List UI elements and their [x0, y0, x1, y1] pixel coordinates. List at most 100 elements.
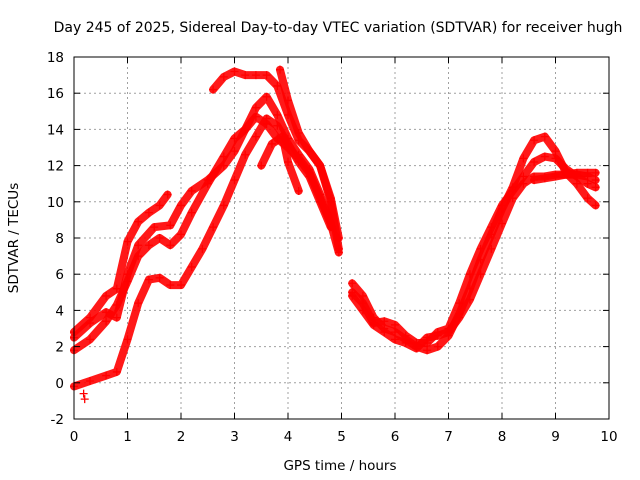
data-point-track-b [187, 186, 196, 195]
data-point-track-i [380, 317, 389, 326]
data-point-track-d [123, 237, 132, 246]
data-point-track-f [267, 139, 276, 148]
data-point-track-c [112, 367, 121, 376]
data-point-track-c [134, 299, 143, 308]
data-point-track-j [348, 291, 357, 300]
data-point-track-i [391, 320, 399, 329]
y-tick-label: 16 [47, 86, 64, 102]
data-point-track-k [562, 170, 571, 179]
y-tick-label: 12 [47, 159, 64, 175]
data-point-track-c [316, 197, 325, 206]
x-axis-label: GPS time / hours [283, 458, 396, 474]
data-point-track-c [241, 150, 250, 159]
data-point-track-b [150, 223, 159, 232]
data-point-track-e [209, 85, 218, 94]
data-point-track-c [102, 371, 111, 380]
data-point-track-e [251, 71, 260, 80]
data-point-track-j [487, 244, 496, 253]
data-point-track-b [273, 110, 282, 119]
data-point-track-j [591, 176, 600, 185]
data-point-track-a [177, 230, 185, 239]
data-point-track-i [455, 299, 464, 308]
data-point-track-h [348, 279, 357, 288]
data-point-track-d [112, 284, 121, 293]
y-axis-label: SDTVAR / TECUs [6, 183, 22, 293]
data-point-track-j [358, 306, 367, 315]
data-point-track-k [530, 176, 539, 185]
data-point-track-d [163, 190, 172, 199]
series-track-c [70, 114, 335, 391]
data-point-track-h [583, 194, 592, 203]
data-point-track-b [219, 161, 228, 170]
data-point-track-j [498, 219, 506, 228]
x-tick-label: 3 [230, 429, 239, 445]
data-point-track-b [112, 313, 121, 322]
data-point-track-b [166, 221, 175, 230]
y-tick-label: 4 [55, 303, 64, 319]
data-point-track-b [102, 308, 111, 317]
data-point-track-g [305, 147, 314, 156]
data-point-track-e [262, 71, 271, 80]
data-point-track-c [155, 273, 164, 282]
data-point-track-c [198, 244, 207, 253]
x-tick-label: 5 [337, 429, 346, 445]
data-point-track-b [251, 103, 260, 112]
data-point-track-i [401, 331, 410, 340]
data-point-track-c [230, 176, 239, 185]
outlier-point [79, 389, 88, 398]
data-point-track-f [278, 132, 287, 141]
data-point-track-e [334, 244, 343, 253]
data-point-track-i [476, 244, 485, 253]
data-point-track-j [508, 194, 517, 203]
chart-title: Day 245 of 2025, Sidereal Day-to-day VTE… [54, 20, 623, 36]
data-point-track-k [583, 168, 592, 177]
series-track-h [348, 132, 600, 355]
data-point-track-i [540, 152, 549, 161]
data-point-track-j [444, 328, 453, 337]
data-point-track-h [433, 342, 442, 351]
data-point-track-b [123, 270, 132, 279]
data-point-track-h [530, 136, 539, 145]
data-point-track-c [86, 376, 95, 385]
x-tick-label: 0 [70, 429, 79, 445]
data-point-track-c [123, 335, 132, 344]
x-tick-label: 6 [391, 429, 400, 445]
data-point-track-j [401, 338, 410, 347]
data-point-track-i [591, 183, 600, 192]
data-point-track-c [294, 157, 303, 166]
data-point-track-c [262, 114, 271, 123]
data-point-track-c [144, 275, 153, 284]
data-point-track-j [391, 335, 399, 344]
data-point-track-c [209, 223, 218, 232]
y-tick-label: 2 [55, 340, 64, 356]
x-tick-label: 7 [444, 429, 453, 445]
x-tick-label: 1 [123, 429, 132, 445]
data-point-track-e [241, 71, 250, 80]
data-point-track-j [369, 320, 378, 329]
y-tick-label: 18 [47, 50, 64, 66]
data-point-track-k [540, 174, 549, 183]
x-tick-label: 4 [284, 429, 293, 445]
data-point-track-b [241, 125, 250, 134]
data-point-track-g [284, 96, 292, 105]
data-point-track-k [591, 168, 600, 177]
data-point-track-d [144, 208, 153, 217]
y-tick-label: 8 [55, 231, 64, 247]
data-point-track-j [465, 295, 474, 304]
data-point-track-a [144, 241, 153, 250]
data-point-track-i [551, 154, 560, 163]
data-point-track-b [262, 92, 271, 101]
data-point-track-j [412, 344, 421, 353]
data-point-track-f [257, 161, 266, 170]
data-point-track-h [551, 147, 560, 156]
y-tick-label: -2 [51, 412, 64, 428]
data-point-track-h [591, 201, 600, 210]
data-point-track-i [583, 179, 592, 188]
data-point-track-i [530, 157, 539, 166]
data-point-track-i [465, 270, 474, 279]
data-point-track-a [155, 234, 164, 242]
data-point-track-a [86, 335, 95, 344]
data-point-track-h [519, 154, 528, 163]
data-point-track-i [487, 223, 496, 232]
